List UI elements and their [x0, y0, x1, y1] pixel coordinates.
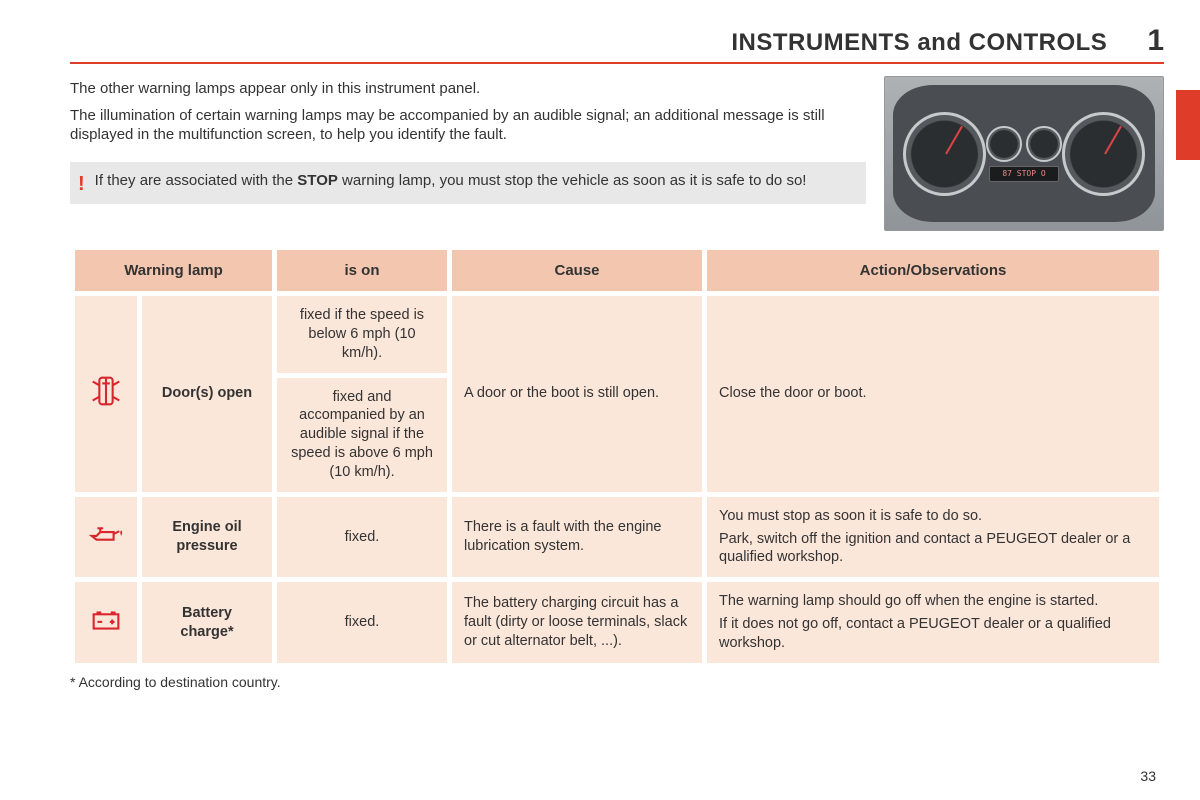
- oil-cause: There is a fault with the engine lubrica…: [452, 497, 702, 578]
- chapter-number: 1: [1147, 24, 1164, 58]
- oil-pressure-label: Engine oil pressure: [142, 497, 272, 578]
- page-number: 33: [1140, 768, 1156, 784]
- tachometer-gauge: [903, 112, 986, 196]
- oil-action: You must stop as soon it is safe to do s…: [707, 497, 1159, 578]
- doors-open-label: Door(s) open: [142, 296, 272, 492]
- table-header-row: Warning lamp is on Cause Action/Observat…: [75, 250, 1159, 291]
- battery-cause: The battery charging circuit has a fault…: [452, 582, 702, 663]
- col-cause: Cause: [452, 250, 702, 291]
- col-is-on: is on: [277, 250, 447, 291]
- exclamation-icon: !: [78, 172, 85, 194]
- section-title: INSTRUMENTS and CONTROLS: [731, 29, 1107, 57]
- table-row: Battery charge* fixed. The battery charg…: [75, 582, 1159, 663]
- doors-cause: A door or the boot is still open.: [452, 296, 702, 492]
- warning-lamp-table: Warning lamp is on Cause Action/Observat…: [70, 245, 1164, 668]
- stop-warning-note: ! If they are associated with the STOP w…: [70, 162, 866, 204]
- fuel-gauge: [986, 126, 1022, 162]
- col-action: Action/Observations: [707, 250, 1159, 291]
- temp-gauge: [1026, 126, 1062, 162]
- battery-charge-icon: [75, 582, 137, 663]
- side-tab: [1176, 90, 1200, 160]
- doors-ison-2: fixed and accompanied by an audible sign…: [277, 378, 447, 492]
- col-warning-lamp: Warning lamp: [75, 250, 272, 291]
- intro-paragraph-1: The other warning lamps appear only in t…: [70, 80, 866, 99]
- doors-action: Close the door or boot.: [707, 296, 1159, 492]
- oil-ison: fixed.: [277, 497, 447, 578]
- battery-ison: fixed.: [277, 582, 447, 663]
- doors-ison-1: fixed if the speed is below 6 mph (10 km…: [277, 296, 447, 373]
- doors-open-icon: [75, 296, 137, 492]
- speedometer-gauge: [1062, 112, 1145, 196]
- oil-pressure-icon: [75, 497, 137, 578]
- table-row: Door(s) open fixed if the speed is below…: [75, 296, 1159, 373]
- cluster-lcd: 87 STOP O: [989, 166, 1059, 182]
- note-text: If they are associated with the STOP war…: [95, 172, 807, 191]
- intro-paragraph-2: The illumination of certain warning lamp…: [70, 107, 866, 145]
- footnote: * According to destination country.: [70, 674, 1164, 690]
- battery-charge-label: Battery charge*: [142, 582, 272, 663]
- table-row: Engine oil pressure fixed. There is a fa…: [75, 497, 1159, 578]
- header-rule: [70, 62, 1164, 64]
- instrument-cluster-image: 87 STOP O: [884, 76, 1164, 231]
- battery-action: The warning lamp should go off when the …: [707, 582, 1159, 663]
